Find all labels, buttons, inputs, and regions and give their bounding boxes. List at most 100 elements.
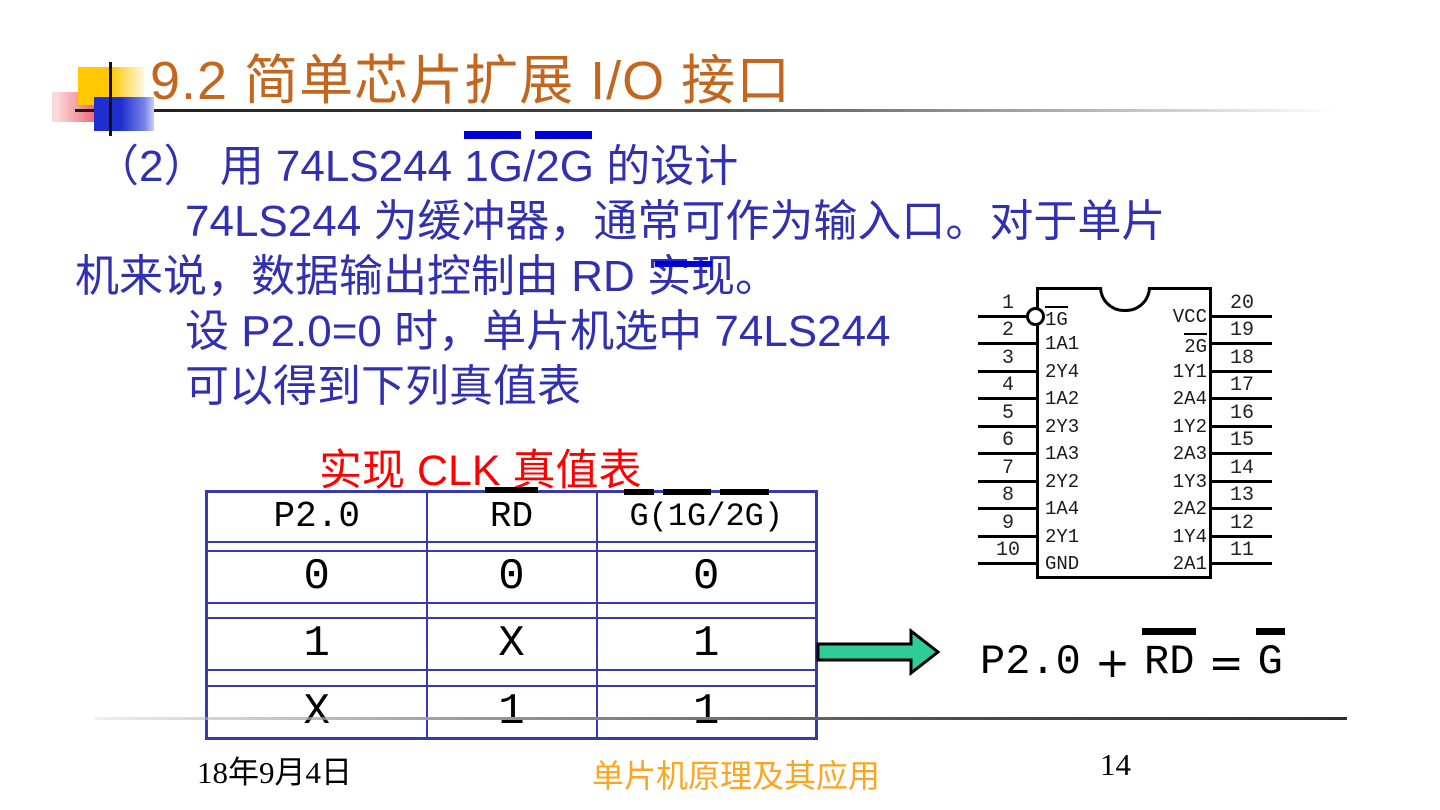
formula-plus-sign: +	[1094, 638, 1131, 687]
pin-line	[1212, 397, 1272, 400]
table-spacer-cell	[595, 540, 818, 552]
chip-label-1a3: 1A3	[1045, 443, 1080, 465]
chip-label-1y2: 1Y2	[1172, 416, 1207, 438]
chip-pin-right-11: 11	[1212, 539, 1272, 565]
chip-label-1a1: 1A1	[1045, 333, 1080, 355]
chip-label-2a4: 2A4	[1172, 388, 1207, 410]
pin-line	[978, 535, 1038, 538]
chip-label-2y4: 2Y4	[1045, 361, 1080, 383]
chip-label-2y1: 2Y1	[1045, 526, 1080, 548]
chip-pin-right-14: 14	[1212, 457, 1272, 483]
pin-number: 8	[1001, 484, 1014, 507]
pin-line	[978, 315, 1038, 318]
table-spacer-row	[205, 601, 818, 619]
table-spacer-cell	[425, 540, 598, 552]
chip-label-vcc: VCC	[1172, 306, 1207, 328]
chip-pin-left-3: 3	[978, 347, 1038, 373]
truth-header-2g-part: 2G	[720, 489, 770, 536]
truth-header-lparen: (	[648, 498, 668, 536]
body-line-4: 设 P2.0=0 时，单片机选中 74LS244	[185, 307, 891, 356]
truth-cell-r1c3: 0	[595, 549, 818, 604]
table-spacer-cell	[595, 668, 818, 687]
pin-line	[1212, 562, 1272, 565]
pin-number: 1	[1001, 292, 1014, 315]
pin-number: 19	[1229, 319, 1254, 342]
chip-pin-left-9: 9	[978, 512, 1038, 538]
table-spacer-row	[205, 540, 818, 552]
pin-line	[1212, 425, 1272, 428]
table-spacer-row	[205, 668, 818, 687]
chip-pin-right-12: 12	[1212, 512, 1272, 538]
truth-cell-r1c2: 0	[425, 549, 598, 604]
chip-label-2y2: 2Y2	[1045, 471, 1080, 493]
table-caption: 实现 CLK 真值表	[319, 447, 642, 495]
truth-row-1: 0 0 0	[205, 549, 818, 604]
chip-diagram-74ls244: 1 2 3 4 5 6 7 8 9 10 20 19 18 17 16 15 1…	[975, 283, 1275, 583]
truth-header-p20-label: P2.0	[273, 496, 360, 538]
chip-pin-left-7: 7	[978, 457, 1038, 483]
pin-number: 17	[1229, 374, 1254, 397]
truth-row-2: 1 X 1	[205, 616, 818, 671]
chip-label-1a4: 1A4	[1045, 498, 1080, 520]
pin-line	[978, 562, 1038, 565]
chip-pin-left-10: 10	[978, 539, 1038, 565]
pin-line	[978, 480, 1038, 483]
pin-line	[1212, 480, 1272, 483]
pin-number: 18	[1229, 347, 1254, 370]
formula-term-rd-overlined: RD	[1142, 628, 1197, 686]
chip-pin-right-17: 17	[1212, 374, 1272, 400]
table-spacer-cell	[425, 668, 598, 687]
chip-label-1y1: 1Y1	[1172, 361, 1207, 383]
pin-number: 5	[1001, 402, 1014, 425]
truth-cell-r3c3: 1	[595, 684, 818, 739]
pin-line	[1212, 315, 1272, 318]
body-line-1-post: 的设计	[593, 142, 739, 191]
pin-line	[978, 452, 1038, 455]
chip-label-2g: 2G	[1184, 333, 1207, 358]
pin-number: 7	[1001, 457, 1014, 480]
chip-pin-left-8: 8	[978, 484, 1038, 510]
chip-pin-left-4: 4	[978, 374, 1038, 400]
chip-pin-left-6: 6	[978, 429, 1038, 455]
chip-pin-right-16: 16	[1212, 402, 1272, 428]
footer-divider	[95, 717, 1347, 720]
table-spacer-cell	[425, 601, 598, 619]
truth-header-rd-label: RD	[484, 487, 539, 538]
formula-term-p20: P2.0	[980, 638, 1081, 686]
truth-header-1g-part: 1G	[662, 489, 712, 536]
body-line-1-pre: （2） 用 74LS244	[95, 142, 465, 191]
truth-cell-r2c2: X	[425, 616, 598, 671]
pin1-inversion-bubble	[1026, 307, 1045, 326]
chip-pin-right-13: 13	[1212, 484, 1272, 510]
table-spacer-cell	[205, 668, 428, 687]
pin-number: 9	[1001, 512, 1014, 535]
rd-overline-bar	[655, 261, 712, 267]
truth-header-rparen: )	[763, 498, 784, 536]
truth-header-slash: /	[706, 498, 726, 536]
pin-line	[978, 425, 1038, 428]
pin-line	[978, 397, 1038, 400]
truth-cell-r3c1: X	[205, 684, 428, 739]
chip-label-1g: 1G	[1045, 306, 1068, 331]
truth-header-g: G(1G/2G)	[595, 489, 818, 543]
chip-label-2a3: 2A3	[1172, 443, 1207, 465]
truth-cell-r1c1: 0	[205, 549, 428, 604]
body-line-1: （2） 用 74LS244 1G/2G 的设计	[95, 131, 739, 192]
pin-number: 6	[1001, 429, 1014, 452]
truth-cell-r2c3: 1	[595, 616, 818, 671]
truth-row-3: X 1 1	[205, 684, 818, 739]
pin-line	[978, 342, 1038, 345]
pin-number: 2	[1001, 319, 1014, 342]
truth-cell-r3c2: 1	[425, 684, 598, 739]
truth-table-header-row: P2.0 RD G(1G/2G)	[205, 487, 818, 543]
pin-line	[978, 507, 1038, 510]
pin-line	[1212, 507, 1272, 510]
footer-date: 18年9月4日	[197, 755, 352, 790]
pin-number: 10	[995, 539, 1020, 562]
pin-line	[1212, 342, 1272, 345]
truth-header-p20: P2.0	[205, 490, 428, 543]
pin-line	[978, 370, 1038, 373]
pin-number: 12	[1229, 512, 1254, 535]
chip-pin-left-2: 2	[978, 319, 1038, 345]
formula: P2.0 + RD = G	[980, 628, 1286, 687]
